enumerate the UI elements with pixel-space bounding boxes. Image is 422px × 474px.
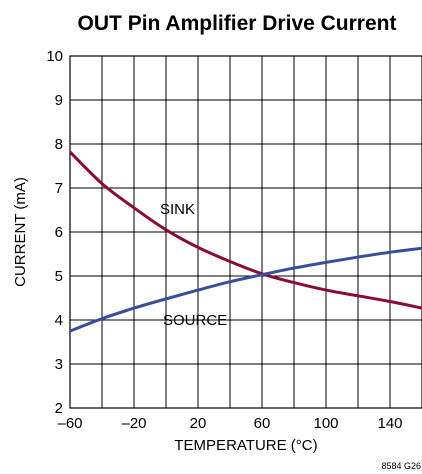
series-group	[70, 150, 422, 333]
y-tick-label: 6	[55, 224, 63, 241]
y-tick-label: 7	[55, 180, 63, 197]
annotation-source: SOURCE	[163, 312, 227, 329]
plot-frame	[69, 55, 422, 409]
y-tick-label: 5	[55, 268, 63, 285]
x-axis-label: TEMPERATURE (°C)	[174, 437, 317, 454]
y-tick-label: 4	[55, 312, 63, 329]
x-tick-label: –60	[57, 415, 82, 432]
x-tick-labels: –60 –20 20 60 100 140	[57, 415, 402, 432]
x-tick-label: 20	[190, 415, 207, 432]
y-tick-label: 3	[55, 356, 63, 373]
series-line-sink	[70, 150, 422, 310]
x-tick-label: 140	[377, 415, 402, 432]
y-tick-label: 2	[55, 400, 63, 417]
x-tick-label: 60	[254, 415, 271, 432]
y-axis-label: CURRENT (mA)	[12, 177, 29, 287]
chart-title: OUT Pin Amplifier Drive Current	[78, 12, 397, 35]
y-tick-label: 9	[55, 92, 63, 109]
grid	[70, 56, 422, 408]
y-tick-label: 10	[46, 48, 63, 65]
x-tick-label: –20	[121, 415, 146, 432]
y-tick-labels: 2 3 4 5 6 7 8 9 10	[46, 48, 63, 417]
figure-code: 8584 G26	[381, 461, 421, 471]
y-tick-label: 8	[55, 136, 63, 153]
x-tick-label: 100	[313, 415, 338, 432]
annotation-sink: SINK	[160, 201, 195, 218]
series-line-source	[70, 246, 422, 333]
